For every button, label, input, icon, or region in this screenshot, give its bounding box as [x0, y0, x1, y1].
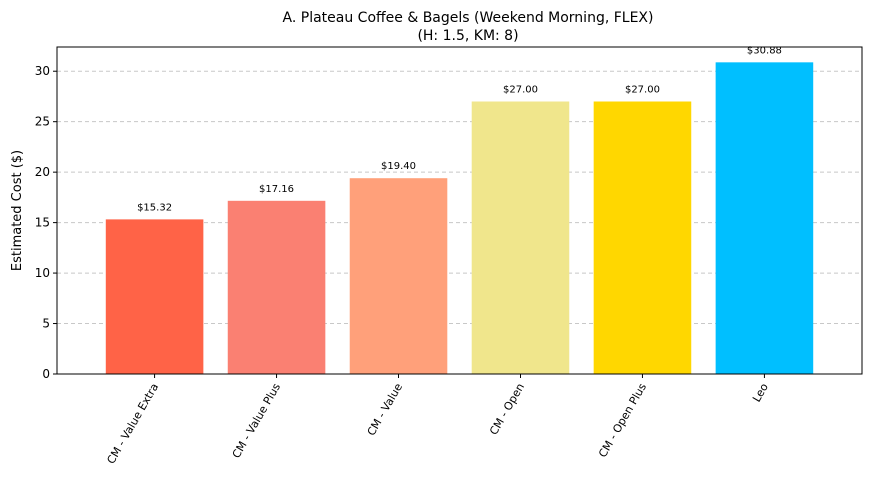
y-tick-label: 30	[35, 64, 50, 78]
x-axis-ticks: CM - Value Extra CM - Value Plus CM - Valu…	[104, 374, 771, 466]
bar	[715, 62, 814, 375]
bar	[349, 178, 448, 374]
y-tick-label: 0	[42, 367, 50, 381]
x-tick-label: CM - Open	[487, 381, 527, 437]
y-tick-label: 20	[35, 165, 50, 179]
bar	[227, 200, 326, 374]
chart-subtitle: (H: 1.5, KM: 8)	[417, 28, 518, 44]
x-tick-label: Leo	[750, 381, 771, 405]
plot-frame	[56, 46, 863, 375]
y-tick-label: 25	[35, 115, 50, 129]
x-tick-label: CM - Value Extra	[104, 381, 161, 466]
y-axis-ticks: 0 5 10 15 20 25 30	[35, 64, 57, 381]
chart-title: A. Plateau Coffee & Bagels (Weekend Morn…	[283, 10, 654, 26]
bar-value-label: $27.00	[503, 85, 538, 96]
bar-value-label: $15.32	[137, 202, 172, 213]
y-tick-label: 10	[35, 266, 50, 280]
bar-value-label: $19.40	[381, 161, 416, 172]
bar	[471, 101, 570, 374]
y-axis-label: Estimated Cost ($)	[10, 150, 25, 271]
y-tick-label: 5	[42, 317, 50, 331]
x-tick-label: CM - Open Plus	[596, 381, 649, 460]
bar-value-label: $30.88	[747, 45, 782, 56]
bar	[105, 219, 204, 374]
x-tick-label: CM - Value Plus	[230, 381, 284, 461]
y-tick-label: 15	[35, 216, 50, 230]
bar-value-label: $17.16	[259, 184, 294, 195]
x-tick-label: CM - Value	[365, 381, 406, 438]
bar	[593, 101, 692, 374]
bar-value-label: $27.00	[625, 85, 660, 96]
data-labels: $15.32 $17.16 $19.40 $27.00 $27.00 $30.88	[137, 45, 782, 213]
bars	[105, 62, 814, 375]
